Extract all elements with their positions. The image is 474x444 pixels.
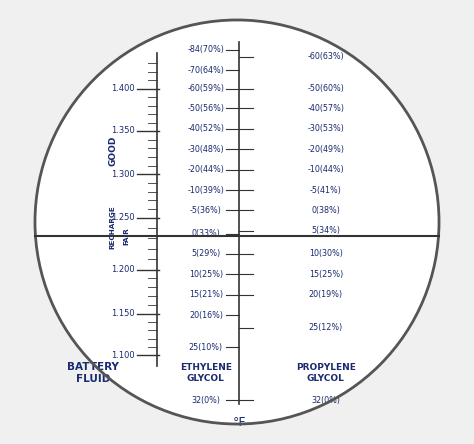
Text: °F: °F	[232, 416, 246, 429]
Text: 32(0%): 32(0%)	[311, 396, 340, 405]
Text: 25(12%): 25(12%)	[309, 323, 343, 332]
Text: GOOD: GOOD	[108, 136, 117, 166]
Text: 1.150: 1.150	[111, 309, 135, 318]
Text: -20(44%): -20(44%)	[188, 165, 224, 174]
Text: 1.100: 1.100	[111, 351, 135, 360]
Text: BATTERY
FLUID: BATTERY FLUID	[67, 362, 118, 384]
Text: 0(33%): 0(33%)	[191, 229, 220, 238]
Text: -50(56%): -50(56%)	[187, 104, 224, 113]
Text: 1.200: 1.200	[111, 265, 135, 274]
Text: -30(48%): -30(48%)	[188, 145, 224, 154]
Circle shape	[35, 20, 439, 424]
Polygon shape	[35, 20, 439, 424]
Text: 15(21%): 15(21%)	[189, 290, 223, 299]
Text: 1.250: 1.250	[111, 213, 135, 222]
Text: -70(64%): -70(64%)	[188, 66, 224, 75]
Text: -5(36%): -5(36%)	[190, 206, 222, 215]
Text: 10(25%): 10(25%)	[189, 270, 223, 279]
Text: RECHARGE: RECHARGE	[109, 206, 116, 249]
Text: -60(59%): -60(59%)	[187, 84, 224, 93]
Text: 25(10%): 25(10%)	[189, 343, 223, 352]
Text: 5(29%): 5(29%)	[191, 250, 220, 258]
Text: 20(16%): 20(16%)	[189, 311, 223, 320]
Text: 10(30%): 10(30%)	[309, 250, 343, 258]
Text: -10(44%): -10(44%)	[308, 165, 344, 174]
Text: PROPYLENE
GLYCOL: PROPYLENE GLYCOL	[296, 363, 356, 383]
Text: ETHYLENE
GLYCOL: ETHYLENE GLYCOL	[180, 363, 232, 383]
Text: 1.300: 1.300	[111, 170, 135, 179]
Text: -30(53%): -30(53%)	[307, 124, 344, 133]
Text: 1.350: 1.350	[111, 127, 135, 135]
Text: -5(41%): -5(41%)	[310, 186, 342, 194]
Text: FAIR: FAIR	[123, 227, 129, 245]
Text: 1.400: 1.400	[111, 84, 135, 93]
Text: 32(0%): 32(0%)	[191, 396, 220, 405]
Text: -10(39%): -10(39%)	[188, 186, 224, 194]
Text: -40(57%): -40(57%)	[307, 104, 344, 113]
Text: 5(34%): 5(34%)	[311, 226, 340, 235]
Text: 20(19%): 20(19%)	[309, 290, 343, 299]
Text: 15(25%): 15(25%)	[309, 270, 343, 279]
Text: -40(52%): -40(52%)	[187, 124, 224, 133]
Text: -84(70%): -84(70%)	[188, 45, 224, 54]
Text: 0(38%): 0(38%)	[311, 206, 340, 215]
Text: -50(60%): -50(60%)	[307, 84, 344, 93]
Text: -60(63%): -60(63%)	[308, 52, 344, 61]
Text: -20(49%): -20(49%)	[307, 145, 344, 154]
